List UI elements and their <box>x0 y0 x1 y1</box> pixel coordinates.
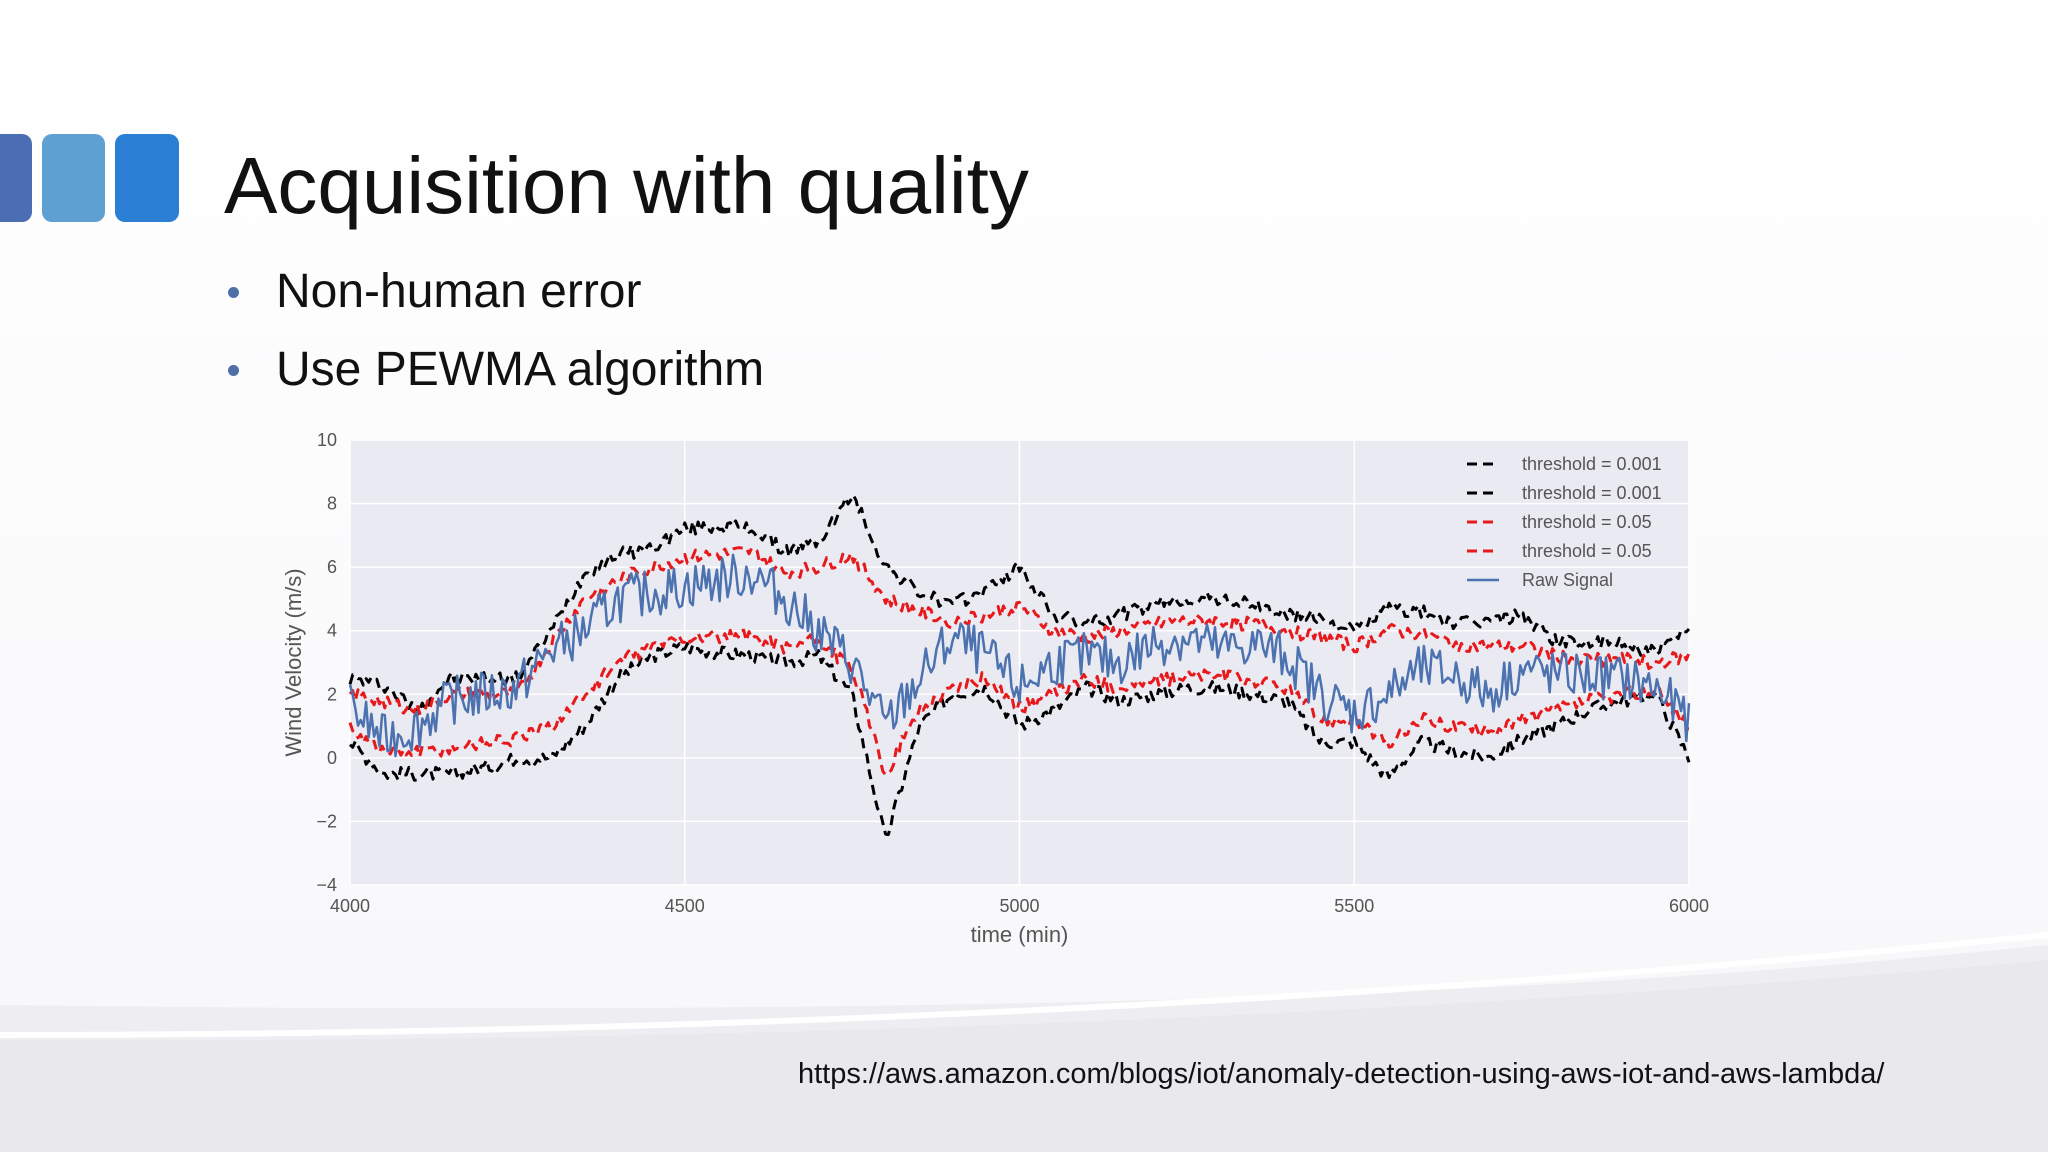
series-line <box>348 642 1691 837</box>
bullet-dot-icon <box>228 287 239 298</box>
source-url[interactable]: https://aws.amazon.com/blogs/iot/anomaly… <box>798 1058 1885 1090</box>
bullet-text: Non-human error <box>276 265 642 318</box>
legend-label: Raw Signal <box>1522 570 1613 590</box>
y-axis-label: Wind Velocity (m/s) <box>281 568 306 756</box>
x-tick-label: 4000 <box>330 896 370 916</box>
y-tick-label: 2 <box>327 684 337 704</box>
y-tick-label: −4 <box>316 875 337 895</box>
y-tick-label: −2 <box>316 811 337 831</box>
x-axis-label: time (min) <box>971 922 1069 947</box>
accent-square-1 <box>0 134 32 222</box>
accent-square-3 <box>115 134 179 222</box>
y-tick-label: 0 <box>327 748 337 768</box>
x-tick-label: 4500 <box>665 896 705 916</box>
bullet-dot-icon <box>228 365 239 376</box>
series-line <box>348 493 1691 717</box>
bullet-text: Use PEWMA algorithm <box>276 343 765 396</box>
legend-label: threshold = 0.05 <box>1522 512 1652 532</box>
legend-label: threshold = 0.05 <box>1522 541 1652 561</box>
legend-label: threshold = 0.001 <box>1522 483 1662 503</box>
x-tick-label: 5000 <box>999 896 1039 916</box>
y-tick-label: 10 <box>317 430 337 450</box>
x-tick-label: 6000 <box>1669 896 1709 916</box>
slide-title: Acquisition with quality <box>224 141 1029 230</box>
y-tick-label: 6 <box>327 557 337 577</box>
y-tick-label: 8 <box>327 494 337 514</box>
x-tick-label: 5500 <box>1334 896 1374 916</box>
accent-square-2 <box>42 134 105 222</box>
legend-label: threshold = 0.001 <box>1522 454 1662 474</box>
series-line <box>348 553 1691 758</box>
y-tick-label: 4 <box>327 621 337 641</box>
series-line <box>348 546 1691 715</box>
